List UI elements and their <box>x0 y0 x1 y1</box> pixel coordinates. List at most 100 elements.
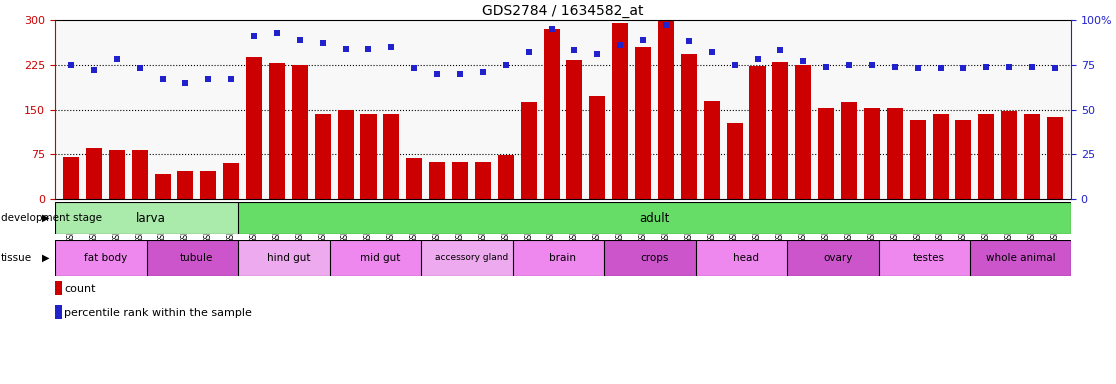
Bar <box>86 148 102 199</box>
Bar <box>269 63 285 199</box>
Point <box>863 62 881 68</box>
Bar <box>223 163 239 199</box>
Bar <box>695 240 797 276</box>
Bar <box>818 108 834 199</box>
Bar <box>132 150 147 199</box>
Bar <box>146 240 248 276</box>
Text: tubule: tubule <box>180 253 213 263</box>
Bar <box>727 122 742 199</box>
Bar <box>154 174 171 199</box>
Text: ▶: ▶ <box>42 213 49 223</box>
Point <box>200 76 218 82</box>
Point <box>817 63 835 70</box>
Bar <box>910 120 925 199</box>
Bar <box>177 171 193 199</box>
Point <box>680 38 698 45</box>
Point <box>154 76 172 82</box>
Point <box>246 33 263 39</box>
Point <box>405 65 423 71</box>
Bar <box>108 150 125 199</box>
Bar <box>887 108 903 199</box>
Bar <box>498 156 513 199</box>
Point <box>176 79 194 86</box>
Point <box>359 46 377 52</box>
Bar <box>750 66 766 199</box>
Bar <box>864 108 879 199</box>
Bar <box>878 240 980 276</box>
Bar <box>55 305 62 319</box>
Bar <box>452 162 468 199</box>
Point <box>337 46 355 52</box>
Bar <box>475 162 491 199</box>
Point <box>771 47 789 53</box>
Text: head: head <box>733 253 759 263</box>
Point <box>474 69 492 75</box>
Point <box>978 63 995 70</box>
Bar <box>955 120 971 199</box>
Bar <box>787 240 888 276</box>
Bar <box>772 62 788 199</box>
Text: development stage: development stage <box>1 213 103 223</box>
Point <box>520 49 538 55</box>
Point <box>1046 65 1064 71</box>
Bar <box>1024 114 1040 199</box>
Bar <box>567 60 583 199</box>
Bar <box>604 240 705 276</box>
Bar <box>1047 117 1064 199</box>
Bar <box>1001 111 1017 199</box>
Point <box>634 36 652 43</box>
Point <box>588 51 606 57</box>
Point <box>542 26 560 32</box>
Point <box>497 62 514 68</box>
Point <box>657 22 675 28</box>
Bar <box>635 47 651 199</box>
Bar <box>55 281 62 295</box>
Bar <box>658 17 674 199</box>
Bar <box>55 240 156 276</box>
Text: count: count <box>64 285 96 295</box>
Bar <box>841 102 857 199</box>
Bar <box>55 202 248 234</box>
Bar <box>796 65 811 199</box>
Bar <box>430 162 445 199</box>
Point <box>1000 63 1018 70</box>
Text: tissue: tissue <box>1 253 32 263</box>
Bar <box>62 157 79 199</box>
Point <box>222 76 240 82</box>
Point <box>566 47 584 53</box>
Point <box>383 44 401 50</box>
Bar <box>406 159 422 199</box>
Bar <box>421 240 522 276</box>
Point <box>291 36 309 43</box>
Text: crops: crops <box>641 253 668 263</box>
Point <box>1023 63 1041 70</box>
Text: testes: testes <box>913 253 945 263</box>
Bar <box>521 102 537 199</box>
Text: whole animal: whole animal <box>985 253 1056 263</box>
Bar <box>613 23 628 199</box>
Point <box>840 62 858 68</box>
Bar <box>360 114 376 199</box>
Bar <box>292 65 308 199</box>
Point <box>108 56 126 63</box>
Bar <box>933 114 949 199</box>
Point <box>268 30 286 36</box>
Point <box>795 58 812 64</box>
Title: GDS2784 / 1634582_at: GDS2784 / 1634582_at <box>482 3 644 18</box>
Bar <box>681 54 696 199</box>
Bar <box>589 96 605 199</box>
Point <box>429 71 446 77</box>
Point <box>85 67 103 73</box>
Point <box>703 49 721 55</box>
Text: fat body: fat body <box>84 253 127 263</box>
Bar <box>200 171 217 199</box>
Bar <box>238 240 339 276</box>
Point <box>612 42 629 48</box>
Text: larva: larva <box>136 212 166 225</box>
Point <box>886 63 904 70</box>
Bar <box>704 101 720 199</box>
Bar <box>238 202 1071 234</box>
Text: adult: adult <box>639 212 670 225</box>
Text: ovary: ovary <box>822 253 853 263</box>
Bar <box>512 240 614 276</box>
